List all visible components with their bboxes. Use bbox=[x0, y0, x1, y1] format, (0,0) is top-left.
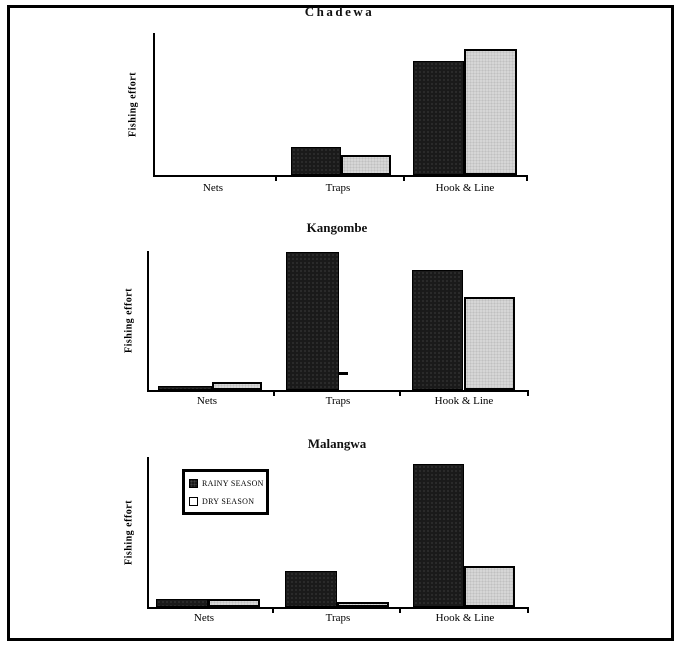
y-axis-label-malangwa: Fishing effort bbox=[123, 499, 135, 565]
x-axis-tick-kangombe-0 bbox=[273, 392, 275, 396]
bar-dry-hook-line-malangwa bbox=[464, 566, 515, 607]
bar-rainy-hook-line-chadewa bbox=[413, 61, 464, 175]
bar-rainy-traps-malangwa bbox=[285, 571, 337, 607]
x-axis-tick-chadewa-2 bbox=[526, 177, 528, 181]
bar-dry-nets-malangwa bbox=[208, 599, 260, 607]
legend-box: RAINY SEASON DRY SEASON bbox=[182, 469, 269, 515]
category-label-chadewa-hook-line: Hook & Line bbox=[435, 182, 495, 194]
bar-rainy-nets-kangombe bbox=[158, 386, 212, 390]
x-axis-tick-malangwa-2 bbox=[527, 609, 529, 613]
category-label-malangwa-traps: Traps bbox=[325, 612, 351, 624]
chart-title-malangwa: Malangwa bbox=[307, 436, 367, 451]
bar-rainy-traps-chadewa bbox=[291, 147, 341, 175]
y-axis-label-kangombe: Fishing effort bbox=[123, 287, 135, 353]
y-axis-label-chadewa: Fishing effort bbox=[127, 71, 139, 137]
bar-dry-traps-kangombe bbox=[339, 372, 348, 375]
x-axis-tick-kangombe-2 bbox=[527, 392, 529, 396]
bar-dry-hook-line-chadewa bbox=[464, 49, 517, 175]
bar-dry-hook-line-kangombe bbox=[464, 297, 515, 390]
category-label-kangombe-nets: Nets bbox=[196, 395, 218, 407]
bar-dry-nets-kangombe bbox=[212, 382, 262, 390]
x-axis-tick-malangwa-1 bbox=[399, 609, 401, 613]
bar-dry-traps-malangwa bbox=[337, 602, 389, 607]
bar-rainy-traps-kangombe bbox=[286, 252, 339, 390]
chart-title-chadewa: Chadewa bbox=[304, 4, 375, 19]
x-axis-tick-kangombe-1 bbox=[399, 392, 401, 396]
bar-rainy-hook-line-kangombe bbox=[412, 270, 463, 390]
y-axis-line-kangombe bbox=[147, 251, 149, 392]
x-axis-line-malangwa bbox=[147, 607, 529, 609]
legend-row-rainy-season: RAINY SEASON bbox=[189, 478, 264, 488]
y-axis-line-chadewa bbox=[153, 33, 155, 177]
x-axis-tick-malangwa-0 bbox=[272, 609, 274, 613]
y-axis-line-malangwa bbox=[147, 457, 149, 609]
bar-rainy-nets-malangwa bbox=[156, 599, 208, 607]
bar-rainy-hook-line-malangwa bbox=[413, 464, 464, 607]
legend-row-dry-season: DRY SEASON bbox=[189, 496, 262, 506]
x-axis-tick-chadewa-1 bbox=[403, 177, 405, 181]
legend-label-rainy-season: RAINY SEASON bbox=[202, 478, 264, 488]
x-axis-line-chadewa bbox=[153, 175, 528, 177]
x-axis-tick-chadewa-0 bbox=[275, 177, 277, 181]
dry-season-swatch-icon bbox=[189, 496, 198, 506]
figure-frame bbox=[7, 5, 674, 641]
category-label-kangombe-hook-line: Hook & Line bbox=[434, 395, 494, 407]
rainy-season-swatch-icon bbox=[189, 478, 198, 488]
category-label-kangombe-traps: Traps bbox=[325, 395, 351, 407]
category-label-malangwa-nets: Nets bbox=[193, 612, 215, 624]
chart-title-kangombe: Kangombe bbox=[306, 220, 368, 235]
x-axis-line-kangombe bbox=[147, 390, 529, 392]
category-label-chadewa-traps: Traps bbox=[325, 182, 351, 194]
category-label-chadewa-nets: Nets bbox=[202, 182, 224, 194]
category-label-malangwa-hook-line: Hook & Line bbox=[435, 612, 495, 624]
bar-dry-traps-chadewa bbox=[341, 155, 391, 175]
legend-label-dry-season: DRY SEASON bbox=[202, 496, 255, 506]
